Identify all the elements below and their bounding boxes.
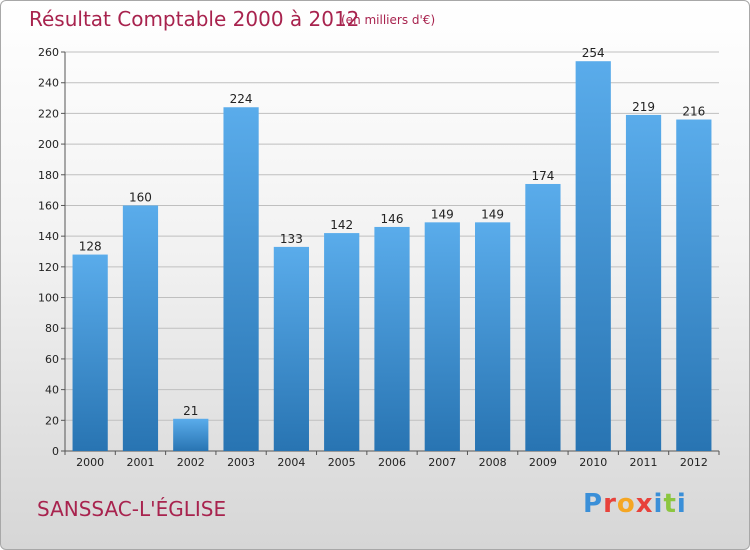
x-tick-label-2000: 2000 <box>76 456 104 469</box>
bar-2007 <box>424 222 460 451</box>
value-label-2010: 254 <box>582 46 605 60</box>
bar-2011 <box>625 114 662 452</box>
chart-subtitle: (en milliers d'€) <box>341 13 436 27</box>
x-tick-label-2005: 2005 <box>328 456 356 469</box>
proxiti-logo: Proxiti <box>583 489 687 519</box>
logo-letter: i <box>653 489 664 519</box>
value-label-2003: 224 <box>230 92 253 106</box>
y-tick-label: 120 <box>38 261 59 274</box>
bar-2008 <box>475 222 511 451</box>
value-label-2001: 160 <box>129 190 152 204</box>
x-tick-label-2002: 2002 <box>177 456 205 469</box>
bar-2002 <box>173 418 209 451</box>
value-label-2006: 146 <box>381 212 404 226</box>
x-tick-label-2011: 2011 <box>630 456 658 469</box>
town-name: SANSSAC-L'ÉGLISE <box>37 497 227 521</box>
bar-2004 <box>273 246 309 451</box>
y-tick-label: 0 <box>52 445 59 458</box>
y-tick-label: 220 <box>38 107 59 120</box>
y-tick-label: 20 <box>45 414 59 427</box>
x-tick-label-2004: 2004 <box>277 456 305 469</box>
bar-2005 <box>324 233 360 451</box>
value-label-2007: 149 <box>431 207 454 221</box>
y-tick-label: 40 <box>45 384 59 397</box>
x-tick-label-2001: 2001 <box>126 456 154 469</box>
bar-2000 <box>72 254 108 451</box>
x-tick-label-2008: 2008 <box>479 456 507 469</box>
y-tick-label: 200 <box>38 138 59 151</box>
logo-letter: r <box>603 489 617 519</box>
value-label-2008: 149 <box>481 207 504 221</box>
y-tick-label: 60 <box>45 353 59 366</box>
value-label-2009: 174 <box>531 169 554 183</box>
bar-2010 <box>575 61 611 451</box>
y-tick-label: 180 <box>38 169 59 182</box>
bar-2012 <box>676 119 712 452</box>
y-tick-label: 160 <box>38 199 59 212</box>
logo-letter: o <box>616 489 636 519</box>
x-tick-label-2012: 2012 <box>680 456 708 469</box>
logo-letter: P <box>583 489 604 519</box>
x-tick-label-2009: 2009 <box>529 456 557 469</box>
y-tick-label: 260 <box>38 46 59 59</box>
value-label-2004: 133 <box>280 232 303 246</box>
value-label-2000: 128 <box>79 240 102 254</box>
y-tick-label: 240 <box>38 77 59 90</box>
value-label-2012: 216 <box>682 105 705 119</box>
logo-letter: t <box>663 489 677 519</box>
x-tick-label-2006: 2006 <box>378 456 406 469</box>
y-tick-label: 100 <box>38 292 59 305</box>
value-label-2005: 142 <box>330 218 353 232</box>
chart-title: Résultat Comptable 2000 à 2012 <box>29 7 360 31</box>
y-tick-label: 140 <box>38 230 59 243</box>
logo-letter: x <box>635 489 654 519</box>
bar-2009 <box>525 183 561 451</box>
y-tick-label: 80 <box>45 322 59 335</box>
x-tick-label-2010: 2010 <box>579 456 607 469</box>
bar-2006 <box>374 226 410 451</box>
bar-2001 <box>122 205 159 451</box>
logo-letter: i <box>676 489 687 519</box>
x-tick-label-2003: 2003 <box>227 456 255 469</box>
bar-2003 <box>223 107 259 451</box>
value-label-2011: 219 <box>632 100 655 114</box>
x-tick-label-2007: 2007 <box>428 456 456 469</box>
value-label-2002: 21 <box>183 404 198 418</box>
